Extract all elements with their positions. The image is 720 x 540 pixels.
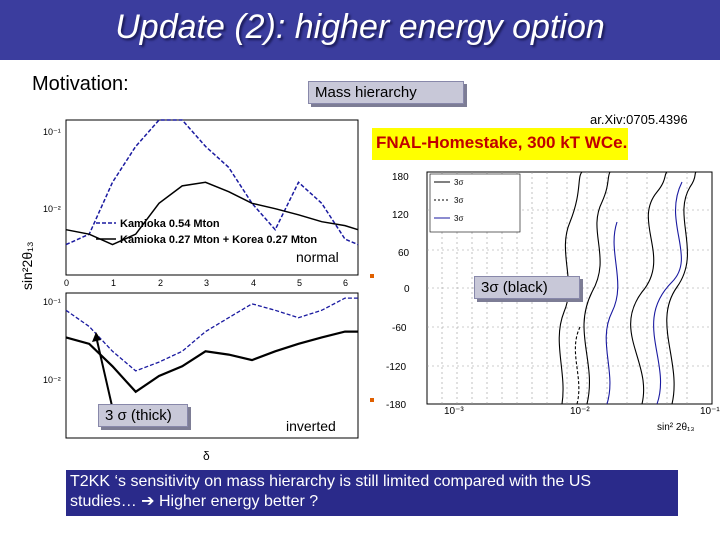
slide-title: Update (2): higher energy option	[115, 8, 605, 46]
mass-hierarchy-label: Mass hierarchy	[315, 84, 417, 101]
left-plot: 10⁻¹ 10⁻² Kamioka 0.54 Mton Kamioka 0.27…	[18, 115, 363, 465]
legend-entry-3: 3σ	[454, 214, 463, 223]
top-panel-curves	[65, 119, 359, 246]
curve-series-0	[65, 119, 359, 246]
x-tick-1e-1: 10⁻¹	[700, 406, 720, 417]
middle-x-ticks: 0 1 2 3 4 5 6	[64, 278, 348, 288]
y-tick-0: 0	[404, 284, 410, 295]
x-tick-0: 0	[64, 278, 69, 288]
x-tick-1e-3: 10⁻³	[444, 406, 464, 417]
motivation-label: Motivation:	[32, 73, 129, 95]
right-plot: 180 120 60 0 -60 -120 -180 10⁻³ 10⁻² 10⁻…	[372, 162, 720, 437]
fnal-title: FNAL-Homestake, 300 kT WCe.	[376, 133, 628, 152]
title-bar	[0, 0, 720, 60]
bottom-text-line-1: T2KK ‘s sensitivity on mass hierarchy is…	[70, 473, 592, 490]
bottom-panel-curves	[65, 297, 358, 394]
three-sigma-black-label: 3σ (black)	[481, 279, 548, 296]
y-tick-60: 60	[398, 248, 410, 259]
arxiv-reference: ar.Xiv:0705.4396	[590, 112, 688, 127]
left-x-axis-label: δ	[203, 449, 210, 463]
x-tick-1e-2: 10⁻²	[570, 406, 590, 417]
bottom-panel-frame	[65, 292, 359, 439]
three-sigma-thick-callout: 3 σ (thick)	[98, 404, 188, 427]
orange-marker	[370, 398, 374, 402]
mass-hierarchy-callout: Mass hierarchy	[308, 81, 464, 104]
three-sigma-black-callout: 3σ (black)	[474, 276, 580, 299]
top-y-tick-mid: 10⁻²	[43, 204, 61, 214]
y-tick-120: 120	[392, 210, 409, 221]
x-tick-6: 6	[343, 278, 348, 288]
x-tick-2: 2	[158, 278, 163, 288]
top-panel-frame	[65, 119, 359, 276]
curve-series-1	[65, 297, 358, 372]
x-tick-4: 4	[251, 278, 256, 288]
y-tick-m180: -180	[386, 400, 406, 411]
left-y-axis-label: sin²2θ₁₃	[19, 241, 35, 290]
bottom-summary-box: T2KK ‘s sensitivity on mass hierarchy is…	[66, 470, 678, 516]
y-tick-m120: -120	[386, 362, 406, 373]
bottom-y-tick-mid: 10⁻²	[43, 375, 61, 385]
right-plot-curves	[558, 171, 697, 405]
inverted-label: inverted	[286, 418, 336, 434]
bottom-y-tick-high: 10⁻¹	[43, 297, 61, 307]
curve-series-0	[65, 330, 358, 394]
pointer-arrow	[92, 332, 113, 407]
x-tick-1: 1	[111, 278, 116, 288]
bottom-text-line-2: studies… ➔ Higher energy better ?	[70, 493, 319, 510]
y-tick-180: 180	[392, 172, 409, 183]
right-x-axis-label: sin² 2θ₁₃	[657, 422, 694, 433]
legend-kamioka-054: Kamioka 0.54 Mton	[120, 218, 220, 230]
x-tick-3: 3	[204, 278, 209, 288]
x-tick-5: 5	[297, 278, 302, 288]
normal-label: normal	[296, 249, 339, 265]
orange-marker	[370, 274, 374, 278]
legend-entry-2: 3σ	[454, 196, 463, 205]
fnal-title-box: FNAL-Homestake, 300 kT WCe.	[372, 128, 628, 160]
y-tick-m60: -60	[392, 323, 407, 334]
legend-entry-1: 3σ	[454, 178, 463, 187]
top-y-tick-high: 10⁻¹	[43, 127, 61, 137]
curve-series-1	[65, 181, 359, 246]
right-legend: 3σ 3σ 3σ	[429, 173, 521, 233]
three-sigma-thick-label: 3 σ (thick)	[105, 407, 172, 424]
legend-kamioka-korea: Kamioka 0.27 Mton + Korea 0.27 Mton	[120, 234, 317, 246]
